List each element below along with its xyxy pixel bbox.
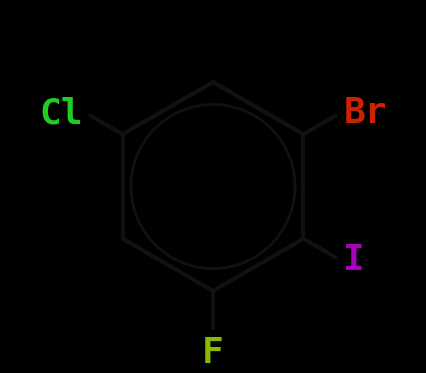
- Text: I: I: [343, 242, 365, 277]
- Text: F: F: [202, 336, 224, 370]
- Text: Br: Br: [343, 96, 387, 131]
- Text: Cl: Cl: [39, 96, 83, 131]
